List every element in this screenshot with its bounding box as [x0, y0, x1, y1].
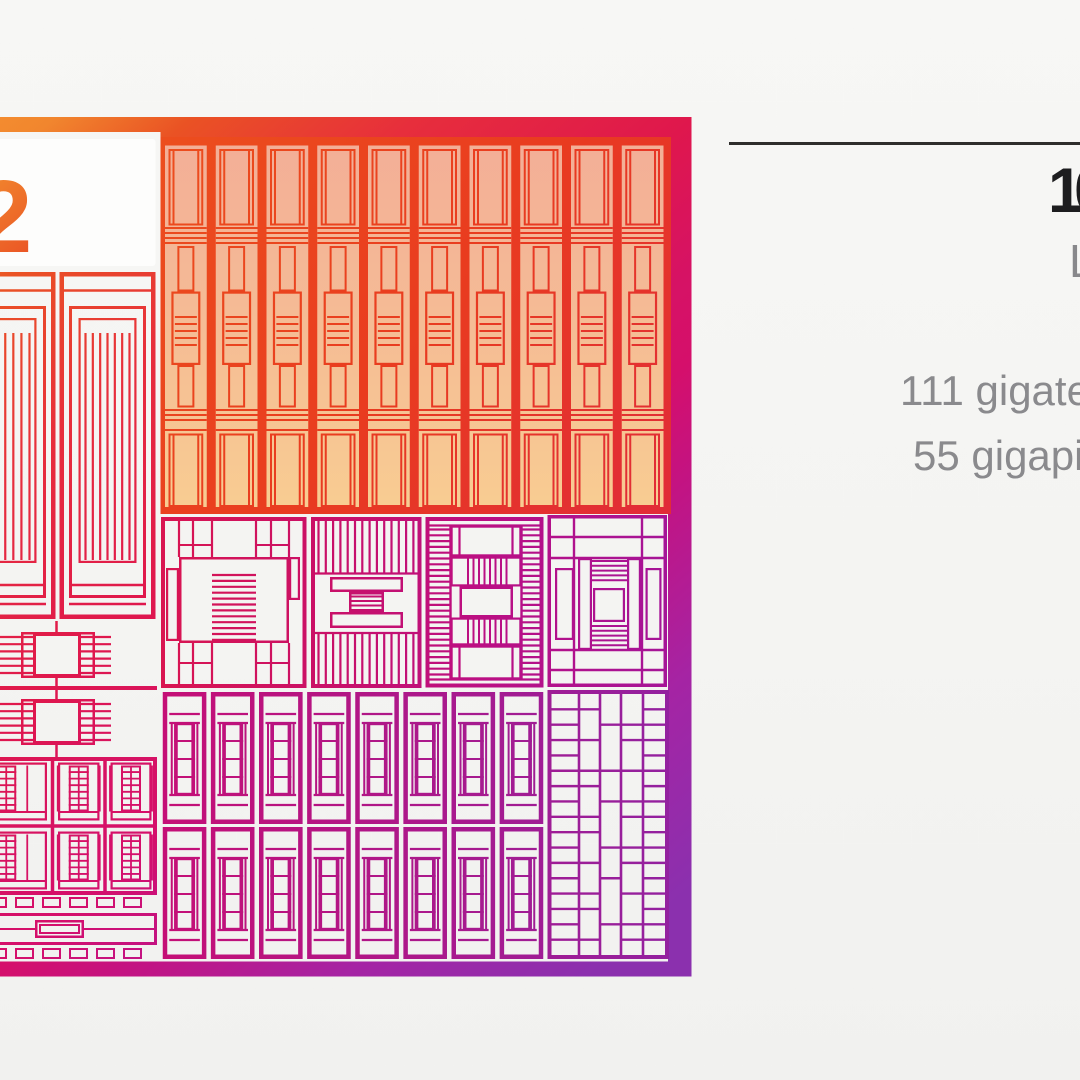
svg-text:2: 2 — [0, 159, 32, 274]
